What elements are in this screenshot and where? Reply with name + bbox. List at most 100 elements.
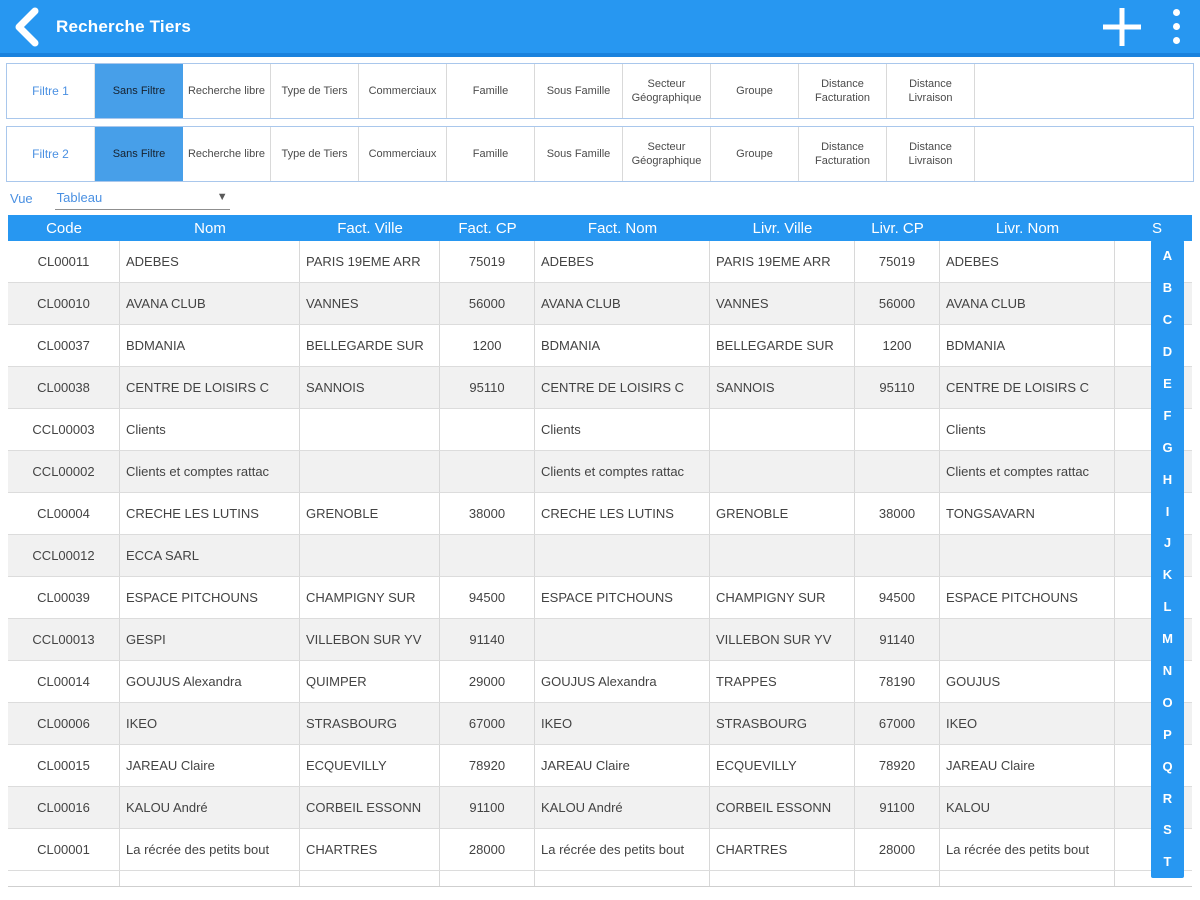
alphabet-letter[interactable]: G [1162, 439, 1173, 455]
add-button[interactable] [1096, 0, 1148, 53]
filter-option[interactable]: Type de Tiers [271, 127, 359, 181]
filter-option[interactable]: Secteur Géographique [623, 127, 711, 181]
cell-fact-cp: 1200 [440, 325, 535, 366]
filter-option[interactable]: Groupe [711, 127, 799, 181]
table-row[interactable]: CCL00012 ECCA SARL [8, 535, 1192, 577]
table-row[interactable]: CL00006 IKEO STRASBOURG 67000 IKEO STRAS… [8, 703, 1192, 745]
table-row[interactable]: CL00016 KALOU André CORBEIL ESSONN 91100… [8, 787, 1192, 829]
alphabet-letter[interactable]: N [1162, 663, 1173, 679]
cell-nom: BDMANIA [120, 325, 300, 366]
view-select[interactable]: Tableau ▼ [54, 188, 230, 210]
alphabet-letter[interactable]: O [1162, 694, 1173, 710]
alphabet-letter[interactable]: P [1163, 726, 1172, 742]
filter-option[interactable]: Secteur Géographique [623, 64, 711, 118]
alphabet-letter[interactable]: L [1163, 599, 1172, 615]
alphabet-letter[interactable]: S [1163, 822, 1172, 838]
column-header-fact-cp[interactable]: Fact. CP [458, 219, 517, 237]
alphabet-index[interactable]: A B C D E F G H I J K L M N O P Q R S T [1151, 240, 1184, 878]
cell-fact-nom [535, 619, 710, 660]
filter-option[interactable]: Recherche libre [183, 64, 271, 118]
cell-livr-nom: IKEO [940, 703, 1115, 744]
column-header-nom[interactable]: Nom [194, 219, 226, 237]
alphabet-letter[interactable]: Q [1162, 758, 1173, 774]
table-row[interactable]: CL00014 GOUJUS Alexandra QUIMPER 29000 G… [8, 661, 1192, 703]
cell-fact-cp [440, 535, 535, 576]
column-header-clipped[interactable]: S [1151, 219, 1162, 237]
table-row[interactable]: CCL00013 GESPI VILLEBON SUR YV 91140 VIL… [8, 619, 1192, 661]
table-row[interactable]: CL00038 CENTRE DE LOISIRS C SANNOIS 9511… [8, 367, 1192, 409]
cell-livr-cp: 1200 [855, 325, 940, 366]
column-header-livr-cp[interactable]: Livr. CP [871, 219, 924, 237]
column-header-fact-ville[interactable]: Fact. Ville [337, 219, 403, 237]
filter-option[interactable]: Famille [447, 64, 535, 118]
cell-fact-nom: BDMANIA [535, 325, 710, 366]
filter-option[interactable]: Famille [447, 127, 535, 181]
cell-livr-ville: CHAMPIGNY SUR [710, 577, 855, 618]
filter-option[interactable]: Distance Livraison [887, 127, 975, 181]
alphabet-letter[interactable]: T [1163, 854, 1172, 870]
alphabet-letter[interactable]: E [1163, 376, 1172, 391]
alphabet-letter[interactable]: C [1162, 312, 1173, 328]
cell-fact-nom: Clients [535, 409, 710, 450]
cell-livr-ville: VILLEBON SUR YV [710, 619, 855, 660]
filter-option[interactable]: Groupe [711, 64, 799, 118]
cell-nom: GESPI [120, 619, 300, 660]
cell-livr-ville: PARIS 19EME ARR [710, 241, 855, 282]
cell-livr-cp: 28000 [855, 829, 940, 870]
table-row[interactable]: CCL00002 Clients et comptes rattac Clien… [8, 451, 1192, 493]
cell-code: CL00011 [8, 241, 120, 282]
alphabet-letter[interactable]: B [1162, 280, 1173, 296]
alphabet-letter[interactable]: M [1162, 631, 1173, 647]
alphabet-letter[interactable]: H [1162, 471, 1173, 487]
alphabet-letter[interactable]: I [1165, 503, 1170, 519]
chevron-down-icon: ▼ [216, 191, 228, 203]
filter-option[interactable]: Recherche libre [183, 127, 271, 181]
table-row[interactable]: CL00001 La récrée des petits bout CHARTR… [8, 829, 1192, 871]
plus-icon [1103, 7, 1141, 46]
back-button[interactable] [0, 0, 52, 53]
alphabet-letter[interactable]: J [1163, 535, 1172, 551]
column-header-livr-nom[interactable]: Livr. Nom [995, 219, 1060, 237]
table-row[interactable]: CL00011 ADEBES PARIS 19EME ARR 75019 ADE… [8, 241, 1192, 283]
alphabet-letter[interactable]: K [1162, 567, 1173, 583]
table-row[interactable]: CL00015 JAREAU Claire ECQUEVILLY 78920 J… [8, 745, 1192, 787]
table-row[interactable]: CCL00003 Clients Clients Clients [8, 409, 1192, 451]
filter-option[interactable]: Commerciaux [359, 127, 447, 181]
filter-option[interactable]: Type de Tiers [271, 64, 359, 118]
cell-fact-cp [440, 409, 535, 450]
cell-code: CL00001 [8, 829, 120, 870]
alphabet-letter[interactable]: D [1162, 344, 1173, 360]
cell-fact-ville: CORBEIL ESSONN [300, 787, 440, 828]
alphabet-letter[interactable]: R [1162, 790, 1173, 806]
table-row[interactable]: CL00010 AVANA CLUB VANNES 56000 AVANA CL… [8, 283, 1192, 325]
filter-option[interactable]: Distance Facturation [799, 64, 887, 118]
filter-option[interactable]: Commerciaux [359, 64, 447, 118]
filter-option[interactable]: Distance Facturation [799, 127, 887, 181]
empty-row [8, 871, 1192, 887]
table-row[interactable]: CL00004 CRECHE LES LUTINS GRENOBLE 38000… [8, 493, 1192, 535]
cell-nom: CRECHE LES LUTINS [120, 493, 300, 534]
cell-fact-cp: 75019 [440, 241, 535, 282]
overflow-menu-button[interactable] [1162, 0, 1190, 53]
cell-fact-cp: 91140 [440, 619, 535, 660]
filter-option[interactable]: Sous Famille [535, 64, 623, 118]
filter-option[interactable]: Sans Filtre [95, 64, 183, 118]
cell-nom: CENTRE DE LOISIRS C [120, 367, 300, 408]
column-header-fact-nom[interactable]: Fact. Nom [587, 219, 658, 237]
cell-nom: Clients [120, 409, 300, 450]
cell-nom: ADEBES [120, 241, 300, 282]
column-header-livr-ville[interactable]: Livr. Ville [752, 219, 813, 237]
filter-option[interactable]: Sans Filtre [95, 127, 183, 181]
cell-code: CCL00013 [8, 619, 120, 660]
alphabet-letter[interactable]: A [1162, 248, 1173, 264]
column-header-code[interactable]: Code [46, 219, 82, 237]
cell-fact-ville: PARIS 19EME ARR [300, 241, 440, 282]
kebab-icon [1172, 9, 1180, 16]
table-row[interactable]: CL00039 ESPACE PITCHOUNS CHAMPIGNY SUR 9… [8, 577, 1192, 619]
table-row[interactable]: CL00037 BDMANIA BELLEGARDE SUR 1200 BDMA… [8, 325, 1192, 367]
cell-fact-nom: Clients et comptes rattac [535, 451, 710, 492]
alphabet-letter[interactable]: F [1163, 407, 1172, 423]
filter-option[interactable]: Sous Famille [535, 127, 623, 181]
cell-livr-cp: 91100 [855, 787, 940, 828]
filter-option[interactable]: Distance Livraison [887, 64, 975, 118]
